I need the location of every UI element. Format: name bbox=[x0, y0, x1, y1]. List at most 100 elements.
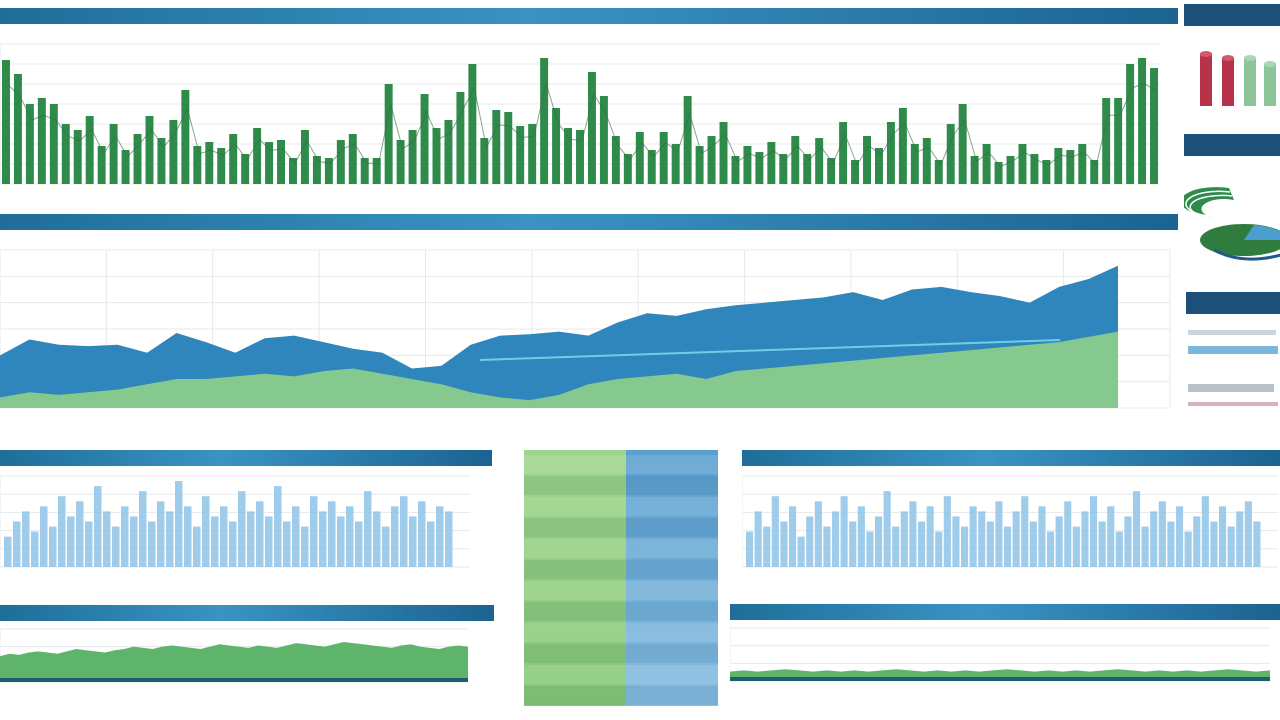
bar bbox=[874, 148, 883, 184]
bar bbox=[1124, 516, 1132, 567]
top-chart-header bbox=[0, 8, 1178, 24]
bar bbox=[909, 501, 917, 567]
pie-slice-blue bbox=[1244, 225, 1280, 240]
bar bbox=[1193, 516, 1201, 567]
bar bbox=[40, 506, 48, 567]
bar bbox=[1029, 521, 1037, 567]
row-background bbox=[524, 560, 718, 579]
table-row bbox=[524, 538, 718, 559]
bar bbox=[814, 501, 822, 567]
bar bbox=[346, 506, 354, 567]
bar bbox=[76, 501, 84, 567]
table-row bbox=[524, 475, 718, 496]
table-row bbox=[524, 517, 718, 538]
bar bbox=[898, 108, 907, 184]
bar bbox=[229, 521, 237, 567]
bar bbox=[418, 501, 426, 567]
bar bbox=[849, 521, 857, 567]
bar bbox=[840, 496, 848, 567]
bl1-chart-header bbox=[0, 450, 492, 466]
bar bbox=[1064, 501, 1072, 567]
bar bbox=[37, 98, 46, 184]
row-background bbox=[524, 602, 718, 621]
bar bbox=[130, 516, 138, 567]
bar bbox=[1102, 98, 1111, 184]
bottom-left-bar-chart bbox=[0, 475, 470, 568]
table-right-column bbox=[626, 450, 718, 706]
bar bbox=[943, 496, 951, 567]
row-background bbox=[524, 455, 718, 474]
bar bbox=[396, 140, 405, 184]
bar bbox=[1006, 156, 1015, 184]
bar bbox=[576, 130, 584, 184]
sidebar-header-1 bbox=[1184, 4, 1280, 26]
bar bbox=[839, 122, 848, 184]
bar bbox=[480, 138, 489, 184]
bar bbox=[145, 116, 154, 184]
bar bbox=[1176, 506, 1184, 567]
bar bbox=[319, 511, 327, 567]
bar bbox=[1004, 526, 1012, 567]
bar bbox=[683, 96, 692, 184]
bar bbox=[892, 526, 900, 567]
bar bbox=[994, 162, 1003, 184]
baseline-bar bbox=[730, 677, 1270, 681]
bar bbox=[789, 506, 797, 567]
bar bbox=[1244, 501, 1252, 567]
cylinder-green-2 bbox=[1264, 61, 1276, 106]
bar bbox=[1107, 506, 1115, 567]
bar bbox=[4, 536, 12, 567]
bar bbox=[806, 516, 814, 567]
bar bbox=[121, 150, 130, 184]
bar bbox=[193, 526, 201, 567]
bar bbox=[707, 136, 716, 184]
table-row bbox=[524, 643, 718, 664]
bar bbox=[587, 72, 596, 184]
bar bbox=[169, 120, 178, 184]
bar bbox=[292, 506, 300, 567]
bar bbox=[719, 122, 728, 184]
cylinder-red-1 bbox=[1200, 51, 1212, 106]
bar bbox=[384, 84, 393, 184]
bar bbox=[391, 506, 399, 567]
bar bbox=[952, 516, 960, 567]
bar bbox=[961, 526, 969, 567]
row-background bbox=[524, 644, 718, 663]
bar bbox=[647, 150, 656, 184]
bar bbox=[803, 154, 812, 184]
bar bbox=[1042, 160, 1051, 184]
bar bbox=[857, 506, 865, 567]
bar bbox=[238, 491, 246, 567]
bar bbox=[1090, 160, 1099, 184]
table-row bbox=[524, 622, 718, 643]
bar bbox=[552, 108, 561, 184]
bar bbox=[1072, 526, 1080, 567]
area-series-2 bbox=[0, 331, 1118, 408]
bar bbox=[922, 138, 931, 184]
bar bbox=[1167, 521, 1175, 567]
cylinder-green-1 bbox=[1244, 55, 1256, 106]
bar bbox=[946, 124, 955, 184]
middle-chart-header bbox=[0, 214, 1178, 230]
row-background bbox=[524, 686, 718, 705]
bar bbox=[599, 96, 608, 184]
row-background bbox=[524, 476, 718, 495]
bar bbox=[373, 511, 381, 567]
bar bbox=[148, 521, 156, 567]
bl2-chart-header bbox=[0, 605, 494, 621]
bar bbox=[671, 144, 680, 184]
bar bbox=[900, 511, 908, 567]
bar bbox=[49, 526, 57, 567]
bar bbox=[1141, 526, 1149, 567]
bar bbox=[1253, 521, 1261, 567]
table-row bbox=[524, 580, 718, 601]
bar bbox=[427, 521, 435, 567]
bar bbox=[771, 496, 779, 567]
bar bbox=[193, 146, 202, 184]
bar bbox=[986, 521, 994, 567]
table-row bbox=[524, 685, 718, 706]
bar bbox=[157, 501, 165, 567]
bar bbox=[112, 526, 120, 567]
bar bbox=[1184, 531, 1192, 567]
bar bbox=[456, 92, 465, 184]
